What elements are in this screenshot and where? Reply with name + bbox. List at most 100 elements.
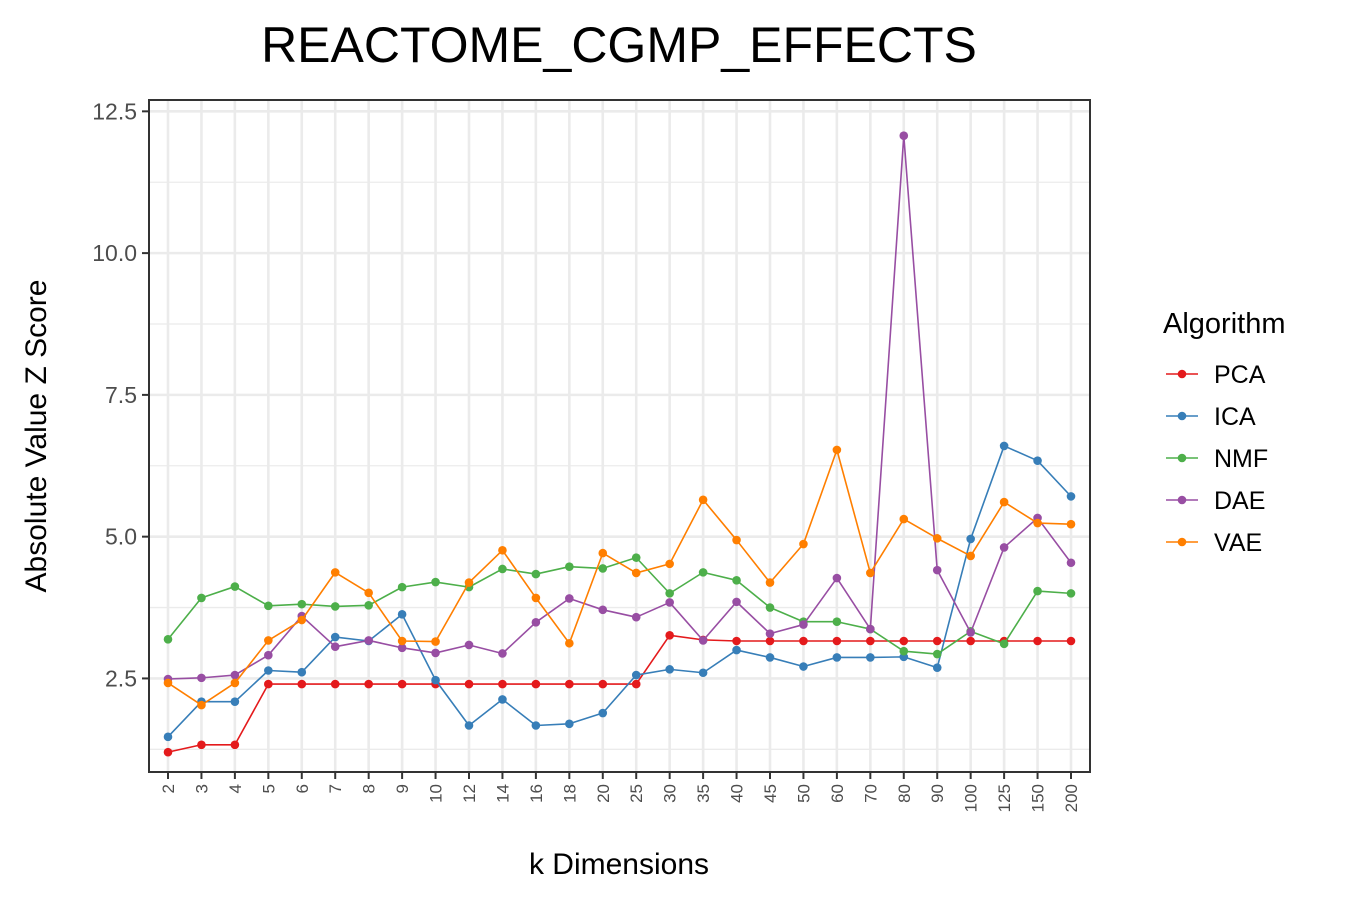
data-point-vae	[698, 495, 708, 505]
data-point-nmf	[330, 602, 340, 611]
data-point-vae	[397, 636, 407, 646]
data-point-vae	[732, 535, 741, 545]
data-point-vae	[431, 637, 440, 646]
data-point-pca	[732, 636, 741, 646]
data-point-nmf	[531, 569, 541, 579]
series-line-vae	[167, 449, 1072, 706]
data-point-vae	[899, 514, 909, 524]
data-point-vae	[364, 588, 373, 598]
legend-item-nmf: NMF	[1166, 445, 1268, 473]
data-point-dae	[197, 673, 206, 683]
data-point-pca	[531, 679, 541, 689]
legend-item-ica: ICA	[1166, 403, 1256, 431]
data-point-pca	[932, 636, 942, 646]
data-point-nmf	[999, 639, 1009, 649]
data-point-vae	[832, 445, 842, 455]
y-axis: 2.5 5.0 7.5 10.0 12.5	[92, 98, 149, 691]
x-tick-label: 30	[661, 784, 680, 803]
data-point-ica	[297, 667, 307, 677]
x-tick-label: 16	[527, 784, 546, 803]
x-tick-label: 4	[226, 784, 245, 793]
data-point-vae	[1066, 519, 1076, 529]
x-tick-label: 150	[1029, 784, 1048, 812]
data-point-vae	[999, 497, 1009, 507]
data-point-pca	[197, 740, 206, 750]
x-tick-label: 3	[192, 784, 211, 793]
data-point-vae	[665, 559, 674, 569]
chart-title: REACTOME_CGMP_EFFECTS	[261, 17, 977, 73]
data-point-nmf	[397, 582, 407, 592]
data-point-nmf	[1066, 589, 1076, 598]
x-tick-label: 6	[293, 784, 312, 793]
series-vae	[163, 445, 1076, 710]
x-tick-label: 90	[928, 784, 947, 803]
data-point-pca	[1033, 636, 1042, 646]
data-point-pca	[598, 679, 608, 689]
data-point-dae	[932, 565, 942, 575]
legend-label-dae: DAE	[1214, 487, 1265, 515]
data-point-vae	[464, 578, 474, 587]
legend-label-nmf: NMF	[1214, 445, 1268, 473]
data-point-pca	[498, 679, 507, 689]
data-point-dae	[966, 628, 975, 637]
x-tick-label: 20	[594, 784, 613, 803]
data-point-vae	[1033, 518, 1042, 528]
x-tick-label: 80	[895, 784, 914, 803]
data-point-ica	[1033, 456, 1042, 465]
data-point-nmf	[197, 593, 206, 603]
x-axis: 2 3 4 5 6 7 8 9 10 12 14 16 18 20 25 30 35 40 45 50 60 70 80 90…	[159, 772, 1081, 812]
data-point-nmf	[932, 649, 942, 659]
data-point-ica	[932, 663, 942, 672]
data-point-pca	[1066, 636, 1076, 646]
data-point-ica	[431, 675, 440, 685]
data-point-pca	[899, 636, 909, 646]
data-point-ica	[732, 645, 741, 655]
data-point-dae	[665, 598, 674, 607]
data-point-ica	[498, 695, 507, 704]
data-point-dae	[1066, 558, 1076, 568]
data-point-dae	[464, 640, 474, 650]
data-point-dae	[999, 543, 1009, 552]
x-tick-label: 70	[861, 784, 880, 803]
legend-key-point-dae	[1177, 495, 1187, 505]
data-point-vae	[866, 568, 875, 578]
x-tick-label: 2	[159, 784, 178, 793]
data-point-dae	[765, 629, 775, 638]
legend-key-point-ica	[1177, 411, 1187, 421]
data-point-pca	[966, 636, 975, 646]
data-point-ica	[598, 708, 608, 718]
data-point-dae	[832, 573, 842, 583]
data-point-pca	[230, 740, 240, 750]
data-point-nmf	[297, 599, 307, 609]
legend-key-point-vae	[1177, 537, 1187, 547]
data-point-ica	[799, 662, 808, 671]
data-point-vae	[966, 551, 975, 561]
data-point-ica	[832, 653, 842, 662]
data-point-ica	[163, 732, 173, 742]
data-point-pca	[866, 636, 875, 646]
legend-title: Algorithm	[1163, 308, 1286, 340]
legend-item-dae: DAE	[1166, 487, 1265, 515]
y-tick-label: 12.5	[92, 98, 137, 124]
data-point-dae	[565, 594, 574, 603]
x-axis-title: k Dimensions	[529, 848, 709, 881]
data-point-vae	[230, 678, 240, 688]
data-point-pca	[364, 679, 373, 689]
legend-label-ica: ICA	[1214, 403, 1256, 431]
data-point-pca	[765, 636, 775, 646]
data-point-nmf	[631, 553, 641, 562]
data-point-dae	[598, 605, 608, 615]
x-tick-label: 125	[995, 784, 1014, 812]
y-axis-title: Absolute Value Z Score	[20, 280, 53, 593]
data-point-pca	[631, 679, 641, 689]
data-point-dae	[732, 597, 741, 607]
legend-label-pca: PCA	[1214, 361, 1266, 389]
data-point-ica	[631, 670, 641, 680]
legend-key-point-nmf	[1177, 453, 1187, 463]
data-point-pca	[264, 679, 273, 689]
data-point-pca	[665, 631, 674, 640]
series-layer	[163, 131, 1076, 757]
y-tick-label: 5.0	[105, 524, 137, 550]
legend-item-pca: PCA	[1166, 361, 1266, 389]
